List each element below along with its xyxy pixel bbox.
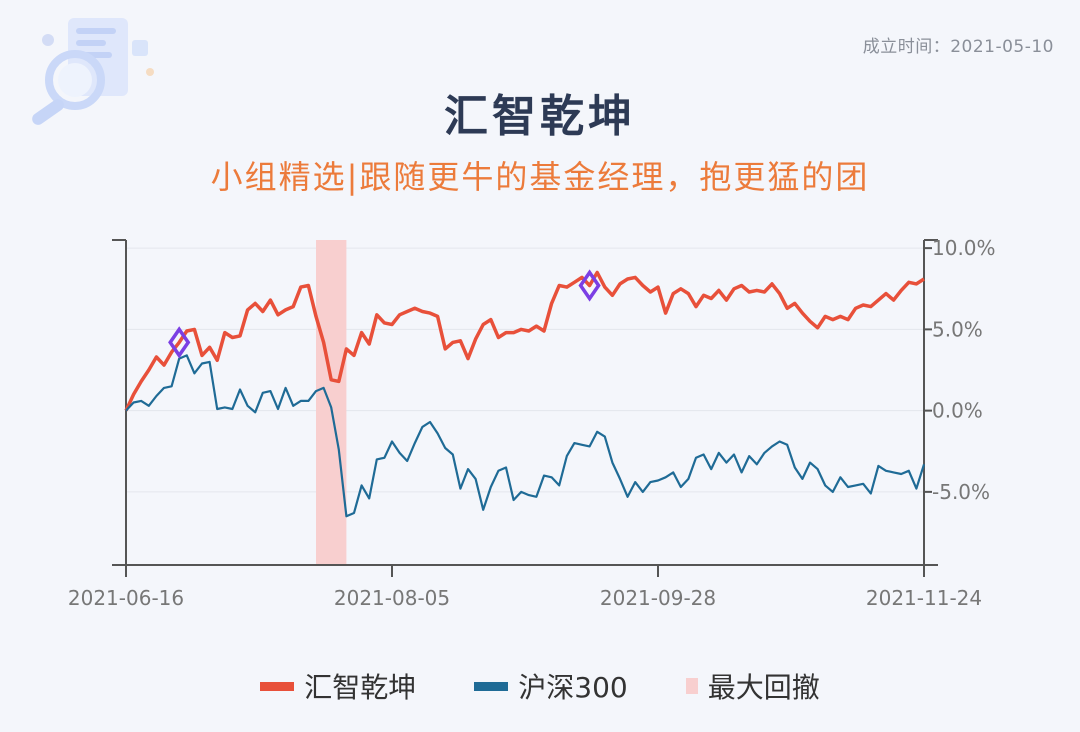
- x-tick-label: 2021-09-28: [600, 586, 716, 610]
- y-tick-label: 0.0%: [932, 399, 983, 423]
- founded-date: 成立时间：2021-05-10: [862, 37, 1054, 57]
- legend-label-index: 沪深300: [518, 671, 628, 704]
- fund-line: [124, 270, 925, 412]
- magnifier-document-icon: [32, 18, 154, 125]
- index-line: [125, 354, 926, 518]
- x-tick-label: 2021-06-16: [68, 586, 184, 610]
- fund-title: 汇智乾坤: [444, 91, 636, 142]
- legend-swatch-drawdown: [685, 678, 698, 694]
- legend-label-fund: 汇智乾坤: [304, 671, 417, 704]
- y-tick-label: 5.0%: [932, 317, 983, 341]
- y-tick-label: -5.0%: [932, 480, 990, 504]
- diamond-marker-icon: [168, 326, 191, 359]
- max-drawdown-band: [316, 240, 347, 565]
- legend-swatch-index: [474, 681, 509, 691]
- diamond-marker-icon: [578, 269, 601, 302]
- chart-legend: 汇智乾坤 沪深300 最大回撤: [0, 666, 1080, 706]
- x-tick-label: 2021-11-24: [866, 586, 982, 610]
- legend-label-drawdown: 最大回撤: [707, 671, 820, 704]
- x-tick-label: 2021-08-05: [334, 586, 450, 610]
- fund-subtitle: 小组精选|跟随更牛的基金经理，抱更猛的团: [210, 158, 870, 196]
- legend-item-drawdown: 最大回撤: [685, 666, 820, 706]
- performance-chart: 10.0% 5.0% 0.0% -5.0% 2021-06-16 2021-08-05 20…: [68, 236, 996, 610]
- legend-swatch-fund: [260, 681, 295, 691]
- legend-item-fund: 汇智乾坤: [260, 666, 416, 706]
- legend-item-index: 沪深300: [474, 666, 628, 706]
- y-tick-label: 10.0%: [932, 236, 996, 260]
